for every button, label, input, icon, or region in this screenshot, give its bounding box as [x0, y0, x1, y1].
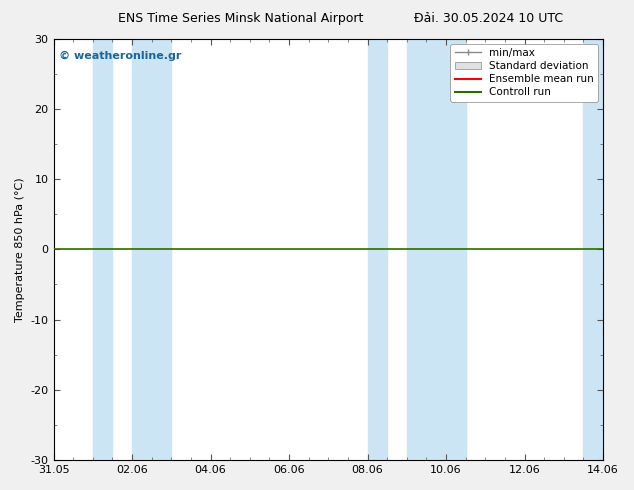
- Text: Đải. 30.05.2024 10 UTC: Đải. 30.05.2024 10 UTC: [413, 12, 563, 25]
- Text: © weatheronline.gr: © weatheronline.gr: [59, 51, 181, 61]
- Bar: [407, 39, 466, 460]
- Y-axis label: Temperature 850 hPa (°C): Temperature 850 hPa (°C): [15, 177, 25, 321]
- Bar: [93, 39, 112, 460]
- Text: ENS Time Series Minsk National Airport: ENS Time Series Minsk National Airport: [118, 12, 364, 25]
- Bar: [583, 39, 603, 460]
- Bar: [132, 39, 171, 460]
- Legend: min/max, Standard deviation, Ensemble mean run, Controll run: min/max, Standard deviation, Ensemble me…: [451, 44, 598, 101]
- Bar: [368, 39, 387, 460]
